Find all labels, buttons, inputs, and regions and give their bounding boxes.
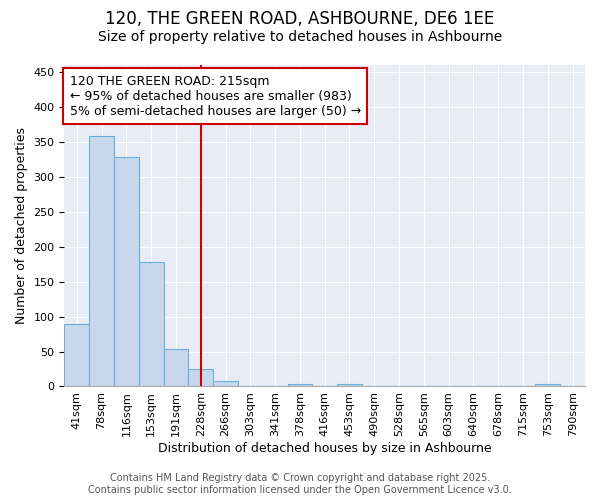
Bar [139,262,164,386]
Bar [213,381,238,386]
Y-axis label: Number of detached properties: Number of detached properties [15,127,28,324]
Bar [89,136,114,386]
Text: 120 THE GREEN ROAD: 215sqm
← 95% of detached houses are smaller (983)
5% of semi: 120 THE GREEN ROAD: 215sqm ← 95% of deta… [70,74,361,118]
X-axis label: Distribution of detached houses by size in Ashbourne: Distribution of detached houses by size … [158,442,491,455]
Bar [114,157,139,386]
Bar [188,369,213,386]
Bar [287,384,313,386]
Text: Contains HM Land Registry data © Crown copyright and database right 2025.
Contai: Contains HM Land Registry data © Crown c… [88,474,512,495]
Bar [164,350,188,387]
Bar [64,324,89,386]
Text: Size of property relative to detached houses in Ashbourne: Size of property relative to detached ho… [98,30,502,44]
Bar [337,384,362,386]
Bar [535,384,560,386]
Text: 120, THE GREEN ROAD, ASHBOURNE, DE6 1EE: 120, THE GREEN ROAD, ASHBOURNE, DE6 1EE [106,10,494,28]
